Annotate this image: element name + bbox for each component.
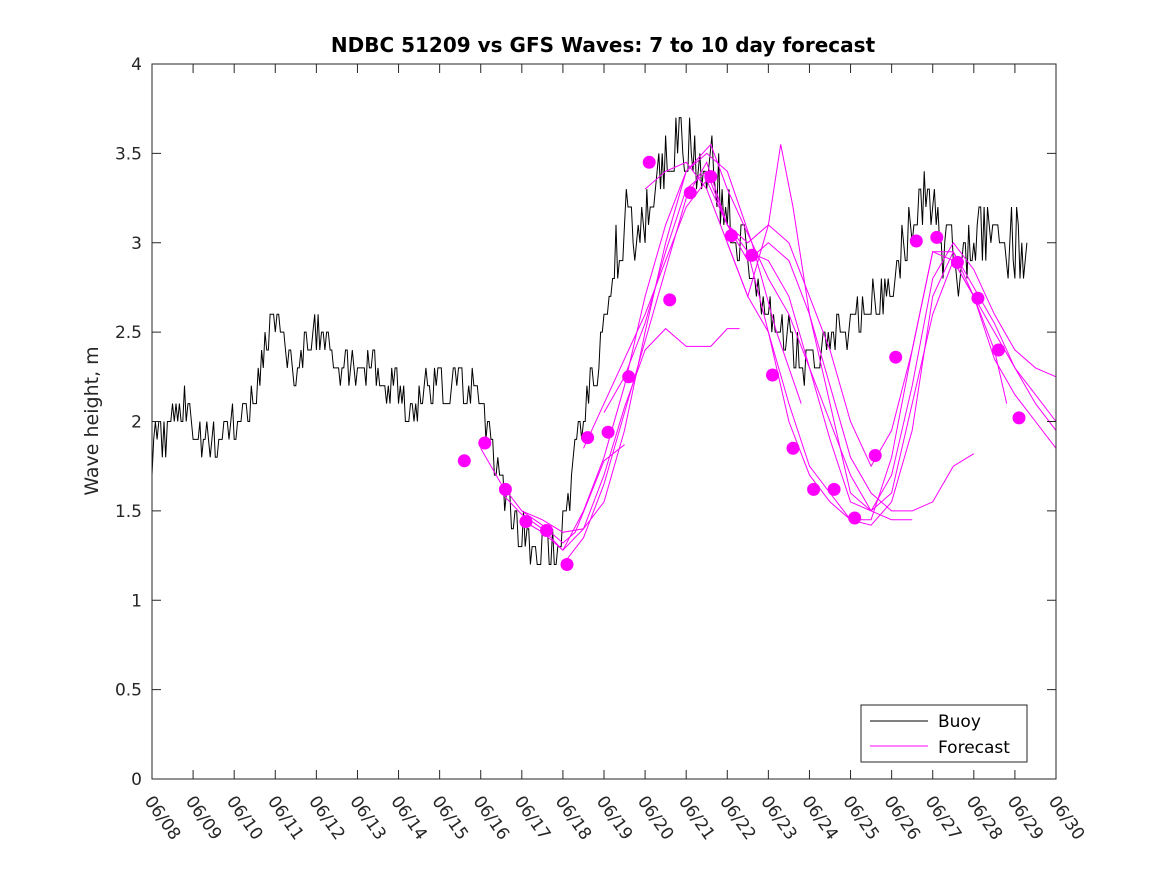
forecast-marker xyxy=(663,293,677,307)
legend-forecast-label: Forecast xyxy=(938,738,1010,758)
x-tick-label: 06/18 xyxy=(551,792,595,844)
forecast-marker xyxy=(766,368,779,382)
y-axis-label: Wave height, m xyxy=(81,346,103,495)
x-tick-label: 06/08 xyxy=(140,792,184,844)
y-tick-label: 3.5 xyxy=(115,144,142,164)
forecast-marker xyxy=(498,482,512,496)
x-tick-label: 06/30 xyxy=(1044,792,1088,844)
legend-buoy-label: Buoy xyxy=(938,712,981,732)
forecast-marker xyxy=(1012,411,1026,425)
x-tick-label: 06/09 xyxy=(181,792,225,844)
x-tick-label: 06/16 xyxy=(469,792,513,844)
forecast-marker xyxy=(601,425,615,439)
plot-background xyxy=(152,64,1056,779)
y-tick-label: 3 xyxy=(131,234,142,254)
forecast-marker xyxy=(848,511,862,525)
forecast-marker xyxy=(704,170,718,184)
y-tick-label: 4 xyxy=(131,55,142,75)
forecast-markers xyxy=(457,155,1026,571)
forecast-marker xyxy=(745,248,759,262)
x-tick-label: 06/28 xyxy=(962,792,1006,844)
forecast-line xyxy=(521,152,802,551)
forecast-marker xyxy=(683,186,697,200)
x-tick-label: 06/21 xyxy=(674,792,718,844)
plot-area xyxy=(151,63,1057,780)
forecast-marker xyxy=(786,441,800,455)
x-tick-label: 06/24 xyxy=(797,792,841,844)
x-tick-label: 06/25 xyxy=(838,792,882,844)
forecast-line xyxy=(644,144,1057,512)
y-tick-label: 2 xyxy=(131,413,142,433)
forecast-marker xyxy=(992,343,1005,357)
legend: Buoy Forecast xyxy=(860,704,1028,763)
forecast-marker xyxy=(971,291,985,305)
legend-box xyxy=(860,704,1028,763)
forecast-marker xyxy=(560,558,574,571)
x-tick-label: 06/11 xyxy=(263,792,307,844)
forecast-marker xyxy=(724,229,738,243)
y-tick-label: 2.5 xyxy=(115,323,142,343)
y-tick-label: 1 xyxy=(131,591,142,611)
y-tick-label: 0.5 xyxy=(115,681,142,701)
forecast-marker xyxy=(930,230,944,244)
forecast-marker xyxy=(478,436,492,450)
x-tick-label: 06/13 xyxy=(345,792,389,844)
y-tick-label: 0 xyxy=(131,770,142,790)
x-tick-label: 06/22 xyxy=(715,792,759,844)
forecast-marker xyxy=(909,234,923,248)
forecast-marker xyxy=(622,370,636,384)
forecast-line xyxy=(562,161,975,565)
x-tick-label: 06/15 xyxy=(428,792,472,844)
forecast-marker xyxy=(519,515,533,529)
x-tick-label: 06/10 xyxy=(222,792,266,844)
y-axis: 0 0.5 1 1.5 2 2.5 3 3.5 4 xyxy=(115,55,1056,790)
x-tick-label: 06/14 xyxy=(386,792,430,844)
forecast-marker xyxy=(950,255,964,269)
forecast-line xyxy=(521,143,913,533)
forecast-marker xyxy=(807,482,821,496)
x-tick-label: 06/20 xyxy=(633,792,677,844)
y-tick-label: 1.5 xyxy=(115,502,142,522)
forecast-marker xyxy=(868,449,882,462)
x-tick-label: 06/17 xyxy=(510,792,554,844)
forecast-marker xyxy=(889,350,903,364)
buoy-series xyxy=(151,117,1028,565)
chart-title: NDBC 51209 vs GFS Waves: 7 to 10 day for… xyxy=(331,33,876,57)
forecast-marker xyxy=(457,454,471,468)
x-tick-label: 06/23 xyxy=(756,792,800,844)
buoy-line xyxy=(151,117,1028,565)
x-tick-label: 06/12 xyxy=(304,792,348,844)
x-tick-label: 06/27 xyxy=(921,792,965,844)
forecast-marker xyxy=(540,524,553,537)
forecast-line xyxy=(726,242,1008,526)
x-tick-label: 06/26 xyxy=(880,792,924,844)
forecast-marker xyxy=(581,431,595,445)
x-tick-label: 06/19 xyxy=(592,792,636,844)
forecast-marker xyxy=(827,482,841,496)
x-tick-label: 06/29 xyxy=(1003,792,1047,844)
forecast-marker xyxy=(642,155,656,169)
